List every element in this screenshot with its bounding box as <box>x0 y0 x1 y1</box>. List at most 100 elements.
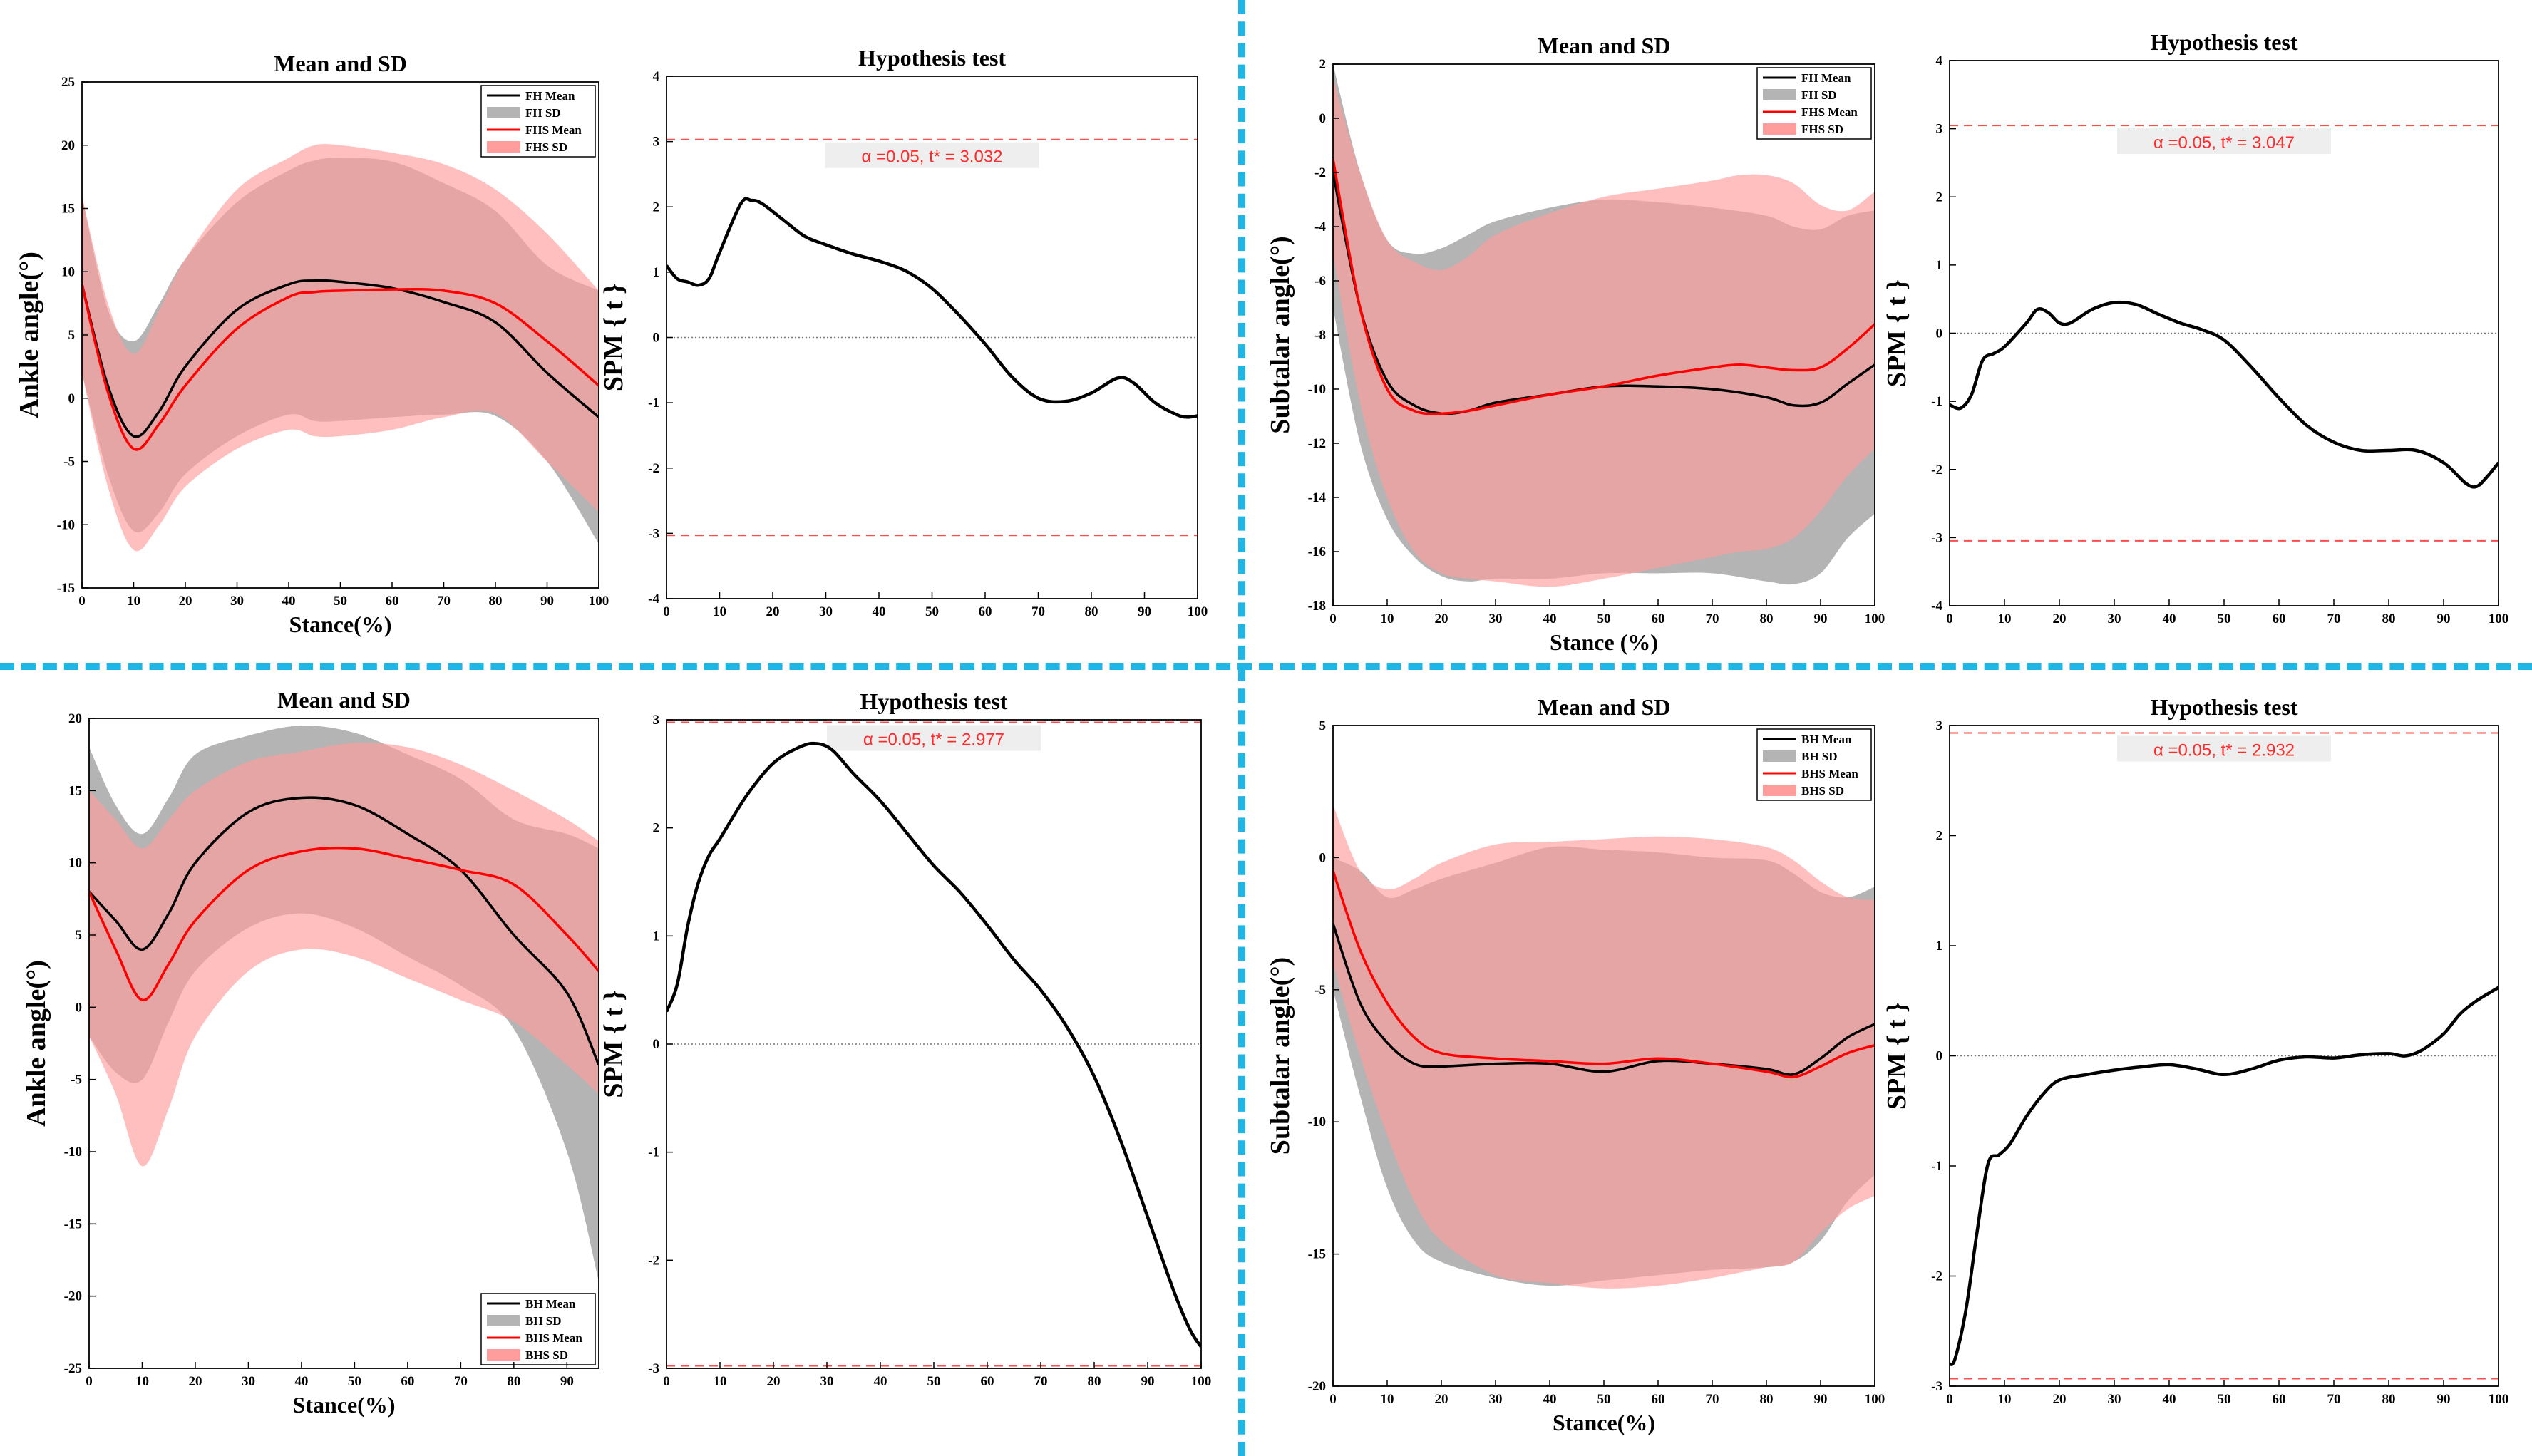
p2-xtick-label-90: 90 <box>1138 604 1151 619</box>
p8-xtick-label-10: 10 <box>1998 1392 2012 1407</box>
p7-xtick-label-70: 70 <box>1706 1392 1719 1407</box>
p2-xtick-label-100: 100 <box>1188 604 1208 619</box>
p5-legend-label-3: BHS SD <box>525 1348 568 1362</box>
p5-xtick-label-0: 0 <box>86 1374 93 1389</box>
p3-sd-band-fhs <box>1333 78 1875 587</box>
p2-xtick-label-30: 30 <box>819 604 833 619</box>
p7-xtick-label-90: 90 <box>1814 1392 1828 1407</box>
p1-xtick-label-60: 60 <box>386 594 399 609</box>
p2-xtick-label-50: 50 <box>925 604 939 619</box>
p8-ytick-label-2: 2 <box>1936 829 1943 844</box>
p6-ylabel: SPM { t } <box>599 990 629 1098</box>
p6-ytick-label-2: 2 <box>653 821 660 836</box>
p5-xlabel: Stance(%) <box>293 1392 396 1418</box>
p1-xtick-label-70: 70 <box>437 594 451 609</box>
p3-xtick-label-20: 20 <box>1435 611 1448 626</box>
p3-legend-swatch-3 <box>1763 123 1796 135</box>
p4-xtick-label-0: 0 <box>1946 611 1953 626</box>
p1-sd-band-fhs <box>82 143 599 552</box>
p5-title: Mean and SD <box>277 687 411 713</box>
p5-ytick-label-20: 20 <box>68 711 82 726</box>
p1-xtick-label-100: 100 <box>589 594 609 609</box>
p3-ytick-label--14: -14 <box>1308 490 1327 505</box>
p1-ytick-label-10: 10 <box>61 264 75 279</box>
p7-sd-band-bhs <box>1333 805 1875 1289</box>
p8-annotation-box <box>2117 735 2331 762</box>
p6-annotation-box <box>827 725 1041 751</box>
p8-xtick-label-90: 90 <box>2437 1392 2451 1407</box>
p7-title: Mean and SD <box>1538 694 1671 720</box>
p7-ytick-label-5: 5 <box>1319 718 1327 733</box>
p5-xtick-label-20: 20 <box>188 1374 202 1389</box>
p8-xtick-label-40: 40 <box>2163 1392 2176 1407</box>
p6-xtick-label-40: 40 <box>874 1374 887 1389</box>
p4-xtick-label-50: 50 <box>2218 611 2231 626</box>
p4-xtick-label-10: 10 <box>1998 611 2012 626</box>
p5-xtick-label-50: 50 <box>348 1374 361 1389</box>
p1-legend-label-3: FHS SD <box>525 140 567 154</box>
p3-legend-swatch-1 <box>1763 89 1796 100</box>
p5-ylabel: Ankle angle(°) <box>21 960 51 1127</box>
p4-xtick-label-30: 30 <box>2108 611 2121 626</box>
p3-ytick-label--8: -8 <box>1314 328 1326 343</box>
p5-ytick-label--10: -10 <box>64 1145 82 1160</box>
p8-annotation: α =0.05, t* = 2.932 <box>2153 741 2295 760</box>
p8-ylabel: SPM { t } <box>1882 1002 1912 1110</box>
p5-axes-box <box>88 718 599 1369</box>
p8-ytick-label--2: -2 <box>1931 1269 1942 1284</box>
p8-xtick-label-70: 70 <box>2327 1392 2341 1407</box>
p7-xtick-label-100: 100 <box>1865 1392 1885 1407</box>
p6-ytick-label--1: -1 <box>648 1145 659 1160</box>
p5-ytick-label--25: -25 <box>64 1361 82 1376</box>
p8-xtick-label-0: 0 <box>1946 1392 1953 1407</box>
p3-xtick-label-90: 90 <box>1814 611 1828 626</box>
p6-xtick-label-70: 70 <box>1034 1374 1048 1389</box>
p2-ytick-label-4: 4 <box>653 69 660 84</box>
p2-xtick-label-10: 10 <box>713 604 726 619</box>
p8-ytick-label--3: -3 <box>1931 1379 1942 1394</box>
p1-xtick-label-80: 80 <box>489 594 503 609</box>
p7-xlabel: Stance(%) <box>1553 1410 1655 1435</box>
p8-xtick-label-30: 30 <box>2108 1392 2121 1407</box>
p7-ytick-label--20: -20 <box>1308 1379 1326 1394</box>
p4-ytick-label-4: 4 <box>1936 53 1943 68</box>
p3-xtick-label-100: 100 <box>1865 611 1885 626</box>
p5-xtick-label-70: 70 <box>454 1374 468 1389</box>
p8-ytick-label-3: 3 <box>1936 718 1943 733</box>
p4-ylabel: SPM { t } <box>1882 279 1912 387</box>
p1-legend-label-2: FHS Mean <box>525 123 582 137</box>
p1-ytick-label--15: -15 <box>57 581 75 596</box>
p3-ytick-label--4: -4 <box>1314 220 1326 234</box>
p5-legend-label-0: BH Mean <box>525 1297 576 1311</box>
p5-legend-label-2: BHS Mean <box>525 1331 582 1345</box>
p1-legend-label-0: FH Mean <box>525 89 575 103</box>
p1-ytick-label-25: 25 <box>61 75 75 90</box>
p6-title: Hypothesis test <box>860 688 1007 714</box>
p4-ytick-label--1: -1 <box>1931 394 1942 409</box>
p1-xtick-label-50: 50 <box>334 594 347 609</box>
p5-ytick-label--15: -15 <box>64 1217 82 1232</box>
p8-spm-curve <box>1950 986 2498 1366</box>
p5-xtick-label-60: 60 <box>401 1374 414 1389</box>
p6-xtick-label-30: 30 <box>820 1374 834 1389</box>
p7-xtick-label-30: 30 <box>1489 1392 1503 1407</box>
p2-ytick-label-0: 0 <box>653 331 660 346</box>
p1-ylabel: Ankle angle(°) <box>14 252 44 418</box>
p1-xtick-label-0: 0 <box>78 594 86 609</box>
p6-xtick-label-100: 100 <box>1191 1374 1212 1389</box>
p8-xtick-label-100: 100 <box>2489 1392 2509 1407</box>
p1-xtick-label-90: 90 <box>540 594 554 609</box>
p7-xtick-label-60: 60 <box>1652 1392 1665 1407</box>
p7-ylabel: Subtalar angle(°) <box>1265 957 1295 1155</box>
p3-ytick-label--10: -10 <box>1308 382 1326 397</box>
p7-xtick-label-80: 80 <box>1760 1392 1774 1407</box>
p3-xlabel: Stance (%) <box>1550 629 1658 655</box>
p5-mean-line-bh <box>89 796 599 1066</box>
p1-xtick-label-40: 40 <box>282 594 296 609</box>
p4-xtick-label-90: 90 <box>2437 611 2451 626</box>
p5-legend-swatch-1 <box>487 1315 520 1326</box>
p7-legend-label-1: BH SD <box>1801 750 1838 763</box>
p6-ytick-label-3: 3 <box>653 713 660 728</box>
p4-xtick-label-100: 100 <box>2489 611 2509 626</box>
